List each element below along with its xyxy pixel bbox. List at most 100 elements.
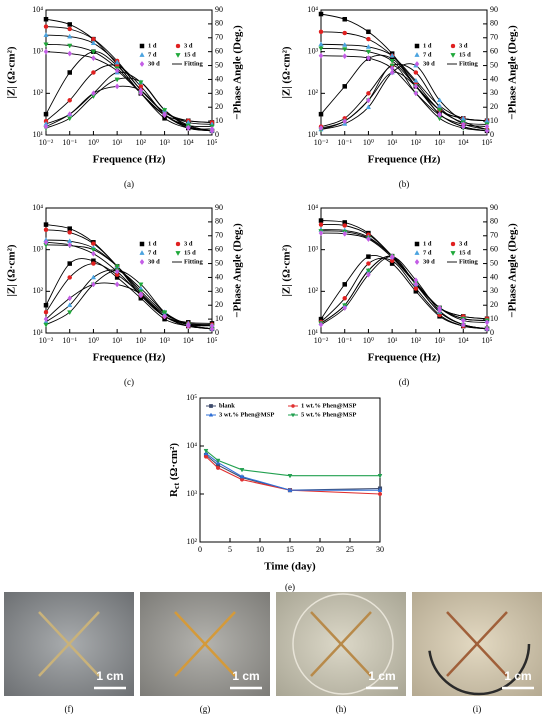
y-tick-label: 10³ xyxy=(33,46,44,55)
legend-label: 3 d xyxy=(459,42,468,49)
impedance-point xyxy=(365,44,372,49)
phase-point xyxy=(67,302,73,308)
legend-label: Fitting xyxy=(459,258,479,265)
impedance-point xyxy=(413,280,419,288)
y2-tick-label: 80 xyxy=(215,217,223,226)
fit-line xyxy=(45,258,213,330)
phase-point xyxy=(366,271,371,278)
x-tick-label: 0 xyxy=(198,545,202,554)
legend-marker xyxy=(175,53,181,58)
legend-label: 3 wt.% Phen@MSP xyxy=(219,411,274,418)
y2-tick-label: 0 xyxy=(215,328,219,337)
phase-point xyxy=(366,254,371,259)
impedance-point xyxy=(43,239,49,246)
x-tick-label: 10⁴ xyxy=(458,336,469,345)
legend-marker xyxy=(414,52,420,57)
phase-point xyxy=(437,307,442,314)
impedance-point xyxy=(342,42,348,47)
x-tick-label: 10³ xyxy=(434,336,445,345)
legend-marker xyxy=(450,53,456,58)
impedance-point xyxy=(67,241,73,248)
impedance-point xyxy=(389,59,395,64)
phase-point xyxy=(436,97,443,103)
y2-tick-label: 20 xyxy=(215,300,223,309)
impedance-point xyxy=(43,24,49,29)
legend-label: Fitting xyxy=(184,258,204,265)
legend-marker xyxy=(209,404,213,408)
legend-label: 15 d xyxy=(184,249,196,256)
phase-point xyxy=(366,91,371,96)
legend-marker xyxy=(414,60,420,68)
scale-label: 1 cm xyxy=(232,669,259,683)
y2-tick-label: 80 xyxy=(490,19,498,28)
y2-tick-label: 0 xyxy=(490,328,494,337)
x-tick-label: 10⁻¹ xyxy=(337,138,352,147)
phase-point xyxy=(162,111,167,118)
y2-tick-label: 70 xyxy=(215,231,223,240)
legend-label: 7 d xyxy=(148,51,157,58)
impedance-point xyxy=(318,29,324,35)
impedance-point xyxy=(43,16,49,22)
legend-marker xyxy=(290,413,296,418)
y2-axis-label: −Phase Angle (Deg.) xyxy=(507,223,519,318)
phase-point xyxy=(460,321,466,328)
y-tick-label: 10¹ xyxy=(33,328,44,337)
phase-point xyxy=(342,304,348,312)
phase-point xyxy=(67,275,72,280)
y2-axis-label: −Phase Angle (Deg.) xyxy=(232,223,244,318)
impedance-point xyxy=(114,268,120,275)
legend-label: blank xyxy=(219,402,235,409)
y2-tick-label: 0 xyxy=(215,130,219,139)
x-tick-label: 10⁰ xyxy=(363,138,374,147)
scratch xyxy=(310,611,372,677)
y-axis-label: |Z| (Ω·cm²) xyxy=(6,46,18,98)
phase-point xyxy=(43,302,49,308)
impedance-point xyxy=(342,230,348,237)
y2-tick-label: 80 xyxy=(490,217,498,226)
x-tick-label: 10⁵ xyxy=(207,336,218,345)
legend-label: 7 d xyxy=(423,249,432,256)
y-tick-label: 10² xyxy=(187,537,198,546)
phase-point xyxy=(114,83,120,90)
impedance-point xyxy=(366,29,371,35)
phase-point xyxy=(318,111,324,117)
impedance-point xyxy=(43,32,49,37)
impedance-point xyxy=(90,247,97,253)
phase-point xyxy=(365,104,372,110)
panel-caption: (d) xyxy=(399,377,410,387)
legend-marker xyxy=(450,251,456,256)
y2-tick-label: 70 xyxy=(490,231,498,240)
y-tick-label: 10⁴ xyxy=(32,203,43,212)
legend-label: 3 d xyxy=(184,240,193,247)
series-line xyxy=(205,454,381,491)
impedance-point xyxy=(67,22,72,27)
legend-label: 15 d xyxy=(459,249,471,256)
y-axis-label: Rct (Ω·cm²) xyxy=(168,443,181,497)
legend-marker xyxy=(414,250,420,255)
impedance-point xyxy=(484,117,490,123)
scale-label: 1 cm xyxy=(368,669,395,683)
legend-label: 7 d xyxy=(423,51,432,58)
x-tick-label: 10³ xyxy=(159,138,170,147)
panel-caption: (h) xyxy=(336,704,347,714)
phase-point xyxy=(437,111,442,118)
legend-marker xyxy=(139,241,145,247)
x-axis-label: Frequence (Hz) xyxy=(368,352,441,364)
scratch xyxy=(446,611,508,677)
y2-tick-label: 80 xyxy=(215,19,223,28)
impedance-point xyxy=(365,49,372,55)
y2-tick-label: 90 xyxy=(215,203,223,212)
y2-tick-label: 70 xyxy=(215,33,223,42)
plot-frame xyxy=(45,9,213,136)
y2-tick-label: 60 xyxy=(215,46,223,55)
impedance-point xyxy=(67,226,72,231)
impedance-point xyxy=(114,264,120,270)
legend-marker xyxy=(175,43,181,49)
y-axis-label: |Z| (Ω·cm²) xyxy=(281,46,293,98)
phase-point xyxy=(413,70,419,75)
y2-tick-label: 90 xyxy=(490,203,498,212)
legend-marker xyxy=(139,258,145,266)
x-tick-label: 10⁻² xyxy=(314,336,329,345)
y-tick-label: 10³ xyxy=(33,244,44,253)
y2-tick-label: 40 xyxy=(215,74,223,83)
